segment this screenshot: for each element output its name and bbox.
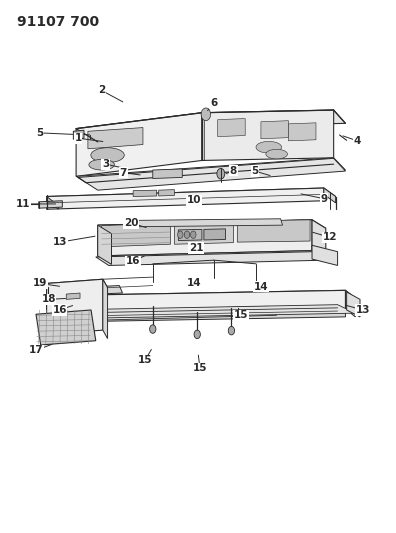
Polygon shape: [159, 190, 174, 196]
Text: 91107 700: 91107 700: [17, 14, 99, 29]
Polygon shape: [48, 286, 122, 296]
Polygon shape: [53, 290, 355, 304]
Polygon shape: [237, 220, 310, 242]
Polygon shape: [324, 188, 336, 203]
Polygon shape: [66, 293, 80, 300]
Circle shape: [217, 168, 225, 179]
Circle shape: [177, 231, 183, 238]
Text: 20: 20: [124, 218, 139, 228]
Polygon shape: [62, 305, 355, 318]
Text: 12: 12: [322, 232, 337, 243]
Circle shape: [228, 326, 234, 335]
Polygon shape: [261, 120, 288, 139]
Ellipse shape: [89, 159, 114, 170]
Polygon shape: [135, 219, 282, 227]
Text: 21: 21: [189, 243, 203, 253]
Text: 18: 18: [41, 294, 56, 304]
Ellipse shape: [256, 141, 282, 153]
Text: 5: 5: [251, 166, 259, 176]
Text: 2: 2: [98, 85, 105, 95]
Ellipse shape: [266, 149, 287, 159]
Text: 16: 16: [126, 256, 140, 266]
Text: 7: 7: [120, 168, 127, 177]
Polygon shape: [98, 220, 312, 256]
Text: 17: 17: [29, 345, 43, 356]
Polygon shape: [345, 290, 355, 317]
Polygon shape: [76, 113, 202, 176]
Text: 8: 8: [230, 166, 237, 175]
Polygon shape: [73, 130, 84, 139]
Text: 10: 10: [187, 195, 201, 205]
Polygon shape: [47, 197, 58, 209]
Circle shape: [150, 325, 156, 333]
Text: 4: 4: [354, 136, 361, 146]
Text: 11: 11: [16, 199, 30, 209]
Polygon shape: [102, 223, 170, 247]
Polygon shape: [76, 158, 345, 188]
Polygon shape: [98, 251, 326, 264]
Polygon shape: [47, 284, 52, 320]
Text: 1: 1: [74, 133, 82, 143]
Polygon shape: [96, 252, 327, 265]
Polygon shape: [47, 279, 108, 292]
Polygon shape: [53, 309, 345, 322]
Polygon shape: [288, 123, 316, 141]
Text: 3: 3: [102, 159, 109, 169]
Ellipse shape: [91, 148, 124, 163]
Polygon shape: [174, 221, 233, 244]
Text: 14: 14: [253, 281, 268, 292]
Polygon shape: [153, 169, 182, 179]
Circle shape: [194, 330, 200, 338]
Polygon shape: [53, 290, 345, 314]
Polygon shape: [88, 127, 143, 149]
Polygon shape: [47, 279, 103, 334]
Text: 15: 15: [138, 356, 152, 365]
Polygon shape: [47, 188, 336, 206]
Polygon shape: [312, 245, 338, 265]
Polygon shape: [39, 201, 62, 208]
Text: 9: 9: [320, 193, 327, 204]
Polygon shape: [103, 279, 108, 338]
Polygon shape: [312, 220, 326, 259]
Polygon shape: [98, 225, 112, 264]
Polygon shape: [202, 110, 334, 160]
Text: 15: 15: [193, 364, 207, 373]
Text: 13: 13: [356, 305, 370, 315]
Polygon shape: [133, 190, 157, 197]
Text: 5: 5: [36, 128, 44, 138]
Polygon shape: [98, 220, 326, 233]
Text: 19: 19: [33, 278, 47, 288]
Circle shape: [184, 231, 190, 238]
Polygon shape: [178, 229, 202, 240]
Text: 14: 14: [187, 278, 202, 288]
Text: 13: 13: [53, 237, 68, 247]
Circle shape: [190, 231, 196, 238]
Circle shape: [201, 108, 211, 120]
Text: 15: 15: [234, 310, 249, 320]
Polygon shape: [78, 158, 345, 190]
Polygon shape: [96, 306, 277, 320]
Text: 16: 16: [52, 305, 67, 315]
Text: 6: 6: [210, 98, 217, 108]
Polygon shape: [36, 310, 96, 345]
Polygon shape: [47, 188, 324, 209]
Polygon shape: [76, 113, 226, 142]
Polygon shape: [204, 229, 226, 240]
Polygon shape: [218, 118, 245, 136]
Polygon shape: [346, 292, 360, 317]
Polygon shape: [202, 110, 345, 126]
